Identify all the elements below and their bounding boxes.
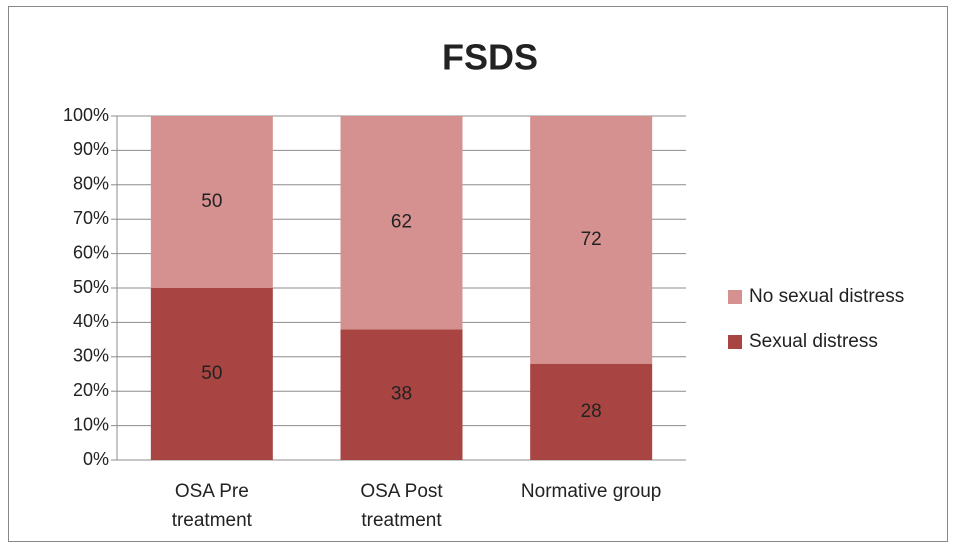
y-tick-label: 70%	[73, 208, 109, 228]
chart-frame	[8, 6, 948, 542]
legend-label: Sexual distress	[749, 331, 878, 352]
y-tick-label: 90%	[73, 139, 109, 159]
legend-label: No sexual distress	[749, 286, 904, 307]
bar-segment	[530, 116, 653, 364]
y-tick-label: 40%	[73, 311, 109, 331]
y-tick-label: 10%	[73, 414, 109, 434]
y-tick-label: 30%	[73, 346, 109, 366]
x-tick-label: OSA Pre treatment	[171, 481, 252, 531]
legend-swatch	[728, 335, 742, 349]
y-tick-label: 100%	[63, 105, 109, 125]
bar-segment	[150, 116, 273, 288]
y-tick-label: 20%	[73, 380, 109, 400]
data-label: 62	[391, 212, 412, 233]
y-tick-label: 60%	[73, 242, 109, 262]
bar-segment	[150, 288, 273, 460]
y-tick-label: 80%	[73, 174, 109, 194]
bar-segment	[340, 329, 463, 460]
data-label: 50	[201, 363, 222, 384]
data-label: 50	[201, 191, 222, 212]
x-tick-label: OSA Post treatment	[360, 481, 443, 531]
data-label: 72	[581, 229, 602, 250]
data-label: 28	[581, 401, 602, 422]
bar-segment	[340, 116, 463, 330]
chart-title: FSDS	[442, 37, 538, 78]
y-tick-label: 0%	[83, 449, 109, 469]
data-label: 38	[391, 384, 412, 405]
x-tick-label: Normative group	[520, 481, 662, 502]
bar-segment	[530, 363, 653, 460]
y-tick-label: 50%	[73, 277, 109, 297]
legend-swatch	[728, 290, 742, 304]
